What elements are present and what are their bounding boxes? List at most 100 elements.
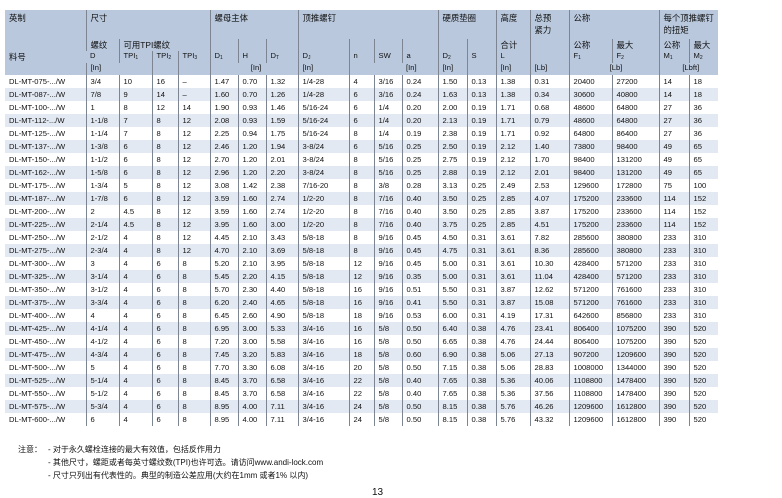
- table-cell: 0.38: [466, 335, 497, 348]
- header-symbol: L: [495, 51, 531, 63]
- header-symbol: H: [237, 51, 266, 63]
- table-cell: 4.19: [495, 309, 531, 322]
- table-cell: 0.93: [237, 114, 266, 127]
- table-cell: 9/16: [373, 257, 403, 270]
- table-cell: –: [177, 75, 210, 88]
- table-cell: 3/4-16: [297, 400, 350, 413]
- table-cell: 0.24: [401, 88, 439, 101]
- table-cell: 310: [688, 309, 719, 322]
- table-cell: 2.20: [237, 270, 266, 283]
- table-cell: 1.26: [265, 88, 299, 101]
- table-cell: 390: [658, 361, 690, 374]
- table-cell: 4.00: [237, 413, 266, 426]
- table-cell: 48600: [568, 101, 613, 114]
- table-cell: 1008000: [568, 361, 613, 374]
- header-blank: [209, 39, 238, 51]
- symbol-main: D: [442, 51, 448, 60]
- table-cell: 8: [348, 205, 375, 218]
- table-cell: 2.53: [529, 179, 570, 192]
- symbol-sub: 3: [194, 55, 198, 61]
- table-cell: 8: [151, 153, 178, 166]
- table-cell: 8: [348, 244, 375, 257]
- table-cell: 2.10: [237, 244, 266, 257]
- table-cell: 2.40: [237, 296, 266, 309]
- table-cell: 114: [658, 205, 690, 218]
- table-cell: 5-1/4: [85, 374, 119, 387]
- table-cell: 65: [688, 153, 719, 166]
- table-cell: 2.88: [437, 166, 468, 179]
- table-cell: 3.20: [237, 348, 266, 361]
- table-cell: 1478400: [611, 387, 660, 400]
- table-cell: 0.40: [401, 218, 439, 231]
- table-cell: 1209600: [568, 400, 613, 413]
- part-number-cell: DL-MT-450-.../W: [9, 337, 66, 346]
- table-cell: 1/2-20: [297, 205, 350, 218]
- part-number-cell: DL-MT-575-.../W: [5, 400, 86, 413]
- table-cell: 0.20: [401, 101, 439, 114]
- table-cell: 233: [658, 296, 690, 309]
- table-cell: 1612800: [611, 413, 660, 426]
- table-cell: 3.95: [265, 257, 299, 270]
- table-cell: 4: [118, 309, 152, 322]
- table-cell: 129600: [568, 179, 613, 192]
- table-cell: 0.50: [401, 361, 439, 374]
- table-cell: 0.31: [466, 244, 497, 257]
- part-number-cell: DL-MT-475-.../W: [5, 348, 86, 361]
- table-cell: 6.40: [437, 322, 468, 335]
- table-cell: 0.50: [401, 322, 439, 335]
- table-cell: 4: [118, 374, 152, 387]
- table-cell: 571200: [611, 270, 660, 283]
- table-body: DL-MT-075-.../W 3/4 10 16–1.47 0.70 1.32 1/4-2…: [5, 75, 719, 426]
- table-cell: 0.19: [466, 101, 497, 114]
- header-blank: [401, 39, 439, 51]
- table-cell: 16: [151, 75, 178, 88]
- symbol-sub: 2: [168, 55, 172, 61]
- table-cell: 12: [151, 101, 178, 114]
- table-cell: 5: [85, 361, 119, 374]
- table-cell: 2-3/4: [85, 244, 119, 257]
- table-cell: 3.50: [437, 192, 468, 205]
- table-cell: 310: [688, 231, 719, 244]
- table-cell: 1.70: [529, 153, 570, 166]
- table-cell: 6.90: [437, 348, 468, 361]
- table-cell: 3.75: [437, 218, 468, 231]
- symbol-main: F: [573, 51, 579, 60]
- table-cell: 1.90: [209, 101, 238, 114]
- table-cell: 390: [658, 400, 690, 413]
- table-cell: 37.56: [529, 387, 570, 400]
- table-cell: 5/8: [373, 361, 403, 374]
- table-cell: 5/8-18: [297, 296, 350, 309]
- table-cell: 0.19: [466, 127, 497, 140]
- table-cell: 1209600: [611, 348, 660, 361]
- table-cell: 14: [658, 75, 690, 88]
- table-cell: 6: [151, 413, 178, 426]
- table-cell: 12: [177, 127, 210, 140]
- table-cell: 0.51: [401, 283, 439, 296]
- table-cell: 64800: [611, 114, 660, 127]
- unit-torque: [Lbft]: [658, 63, 719, 75]
- table-cell: 3: [85, 257, 119, 270]
- header-nominal-torque: 公称: [658, 39, 690, 51]
- table-row: DL-MT-475-.../W 4-3/4 4 6 8 7.45 3.20 5.83 3/4-1…: [5, 348, 719, 361]
- table-cell: 310: [688, 244, 719, 257]
- table-cell: 5.33: [265, 322, 299, 335]
- table-cell: 233: [658, 231, 690, 244]
- table-cell: 1.20: [237, 140, 266, 153]
- table-cell: 49: [658, 166, 690, 179]
- table-cell: 6: [151, 361, 178, 374]
- table-cell: 16: [348, 322, 375, 335]
- table-cell: 233600: [611, 205, 660, 218]
- table-cell: 3-8/24: [297, 166, 350, 179]
- unit-blank: [177, 63, 210, 75]
- table-cell: 8: [177, 309, 210, 322]
- table-cell: 8: [151, 127, 178, 140]
- table-cell: 4: [348, 75, 375, 88]
- table-cell: 8: [151, 231, 178, 244]
- table-cell: 9/16: [373, 283, 403, 296]
- table-cell: 8: [151, 192, 178, 205]
- table-cell: 5/8: [373, 413, 403, 426]
- header-nut-body: 螺母主体: [209, 10, 299, 39]
- table-cell: 1-3/8: [85, 140, 119, 153]
- table-cell: 7.65: [437, 387, 468, 400]
- table-cell: 152: [688, 218, 719, 231]
